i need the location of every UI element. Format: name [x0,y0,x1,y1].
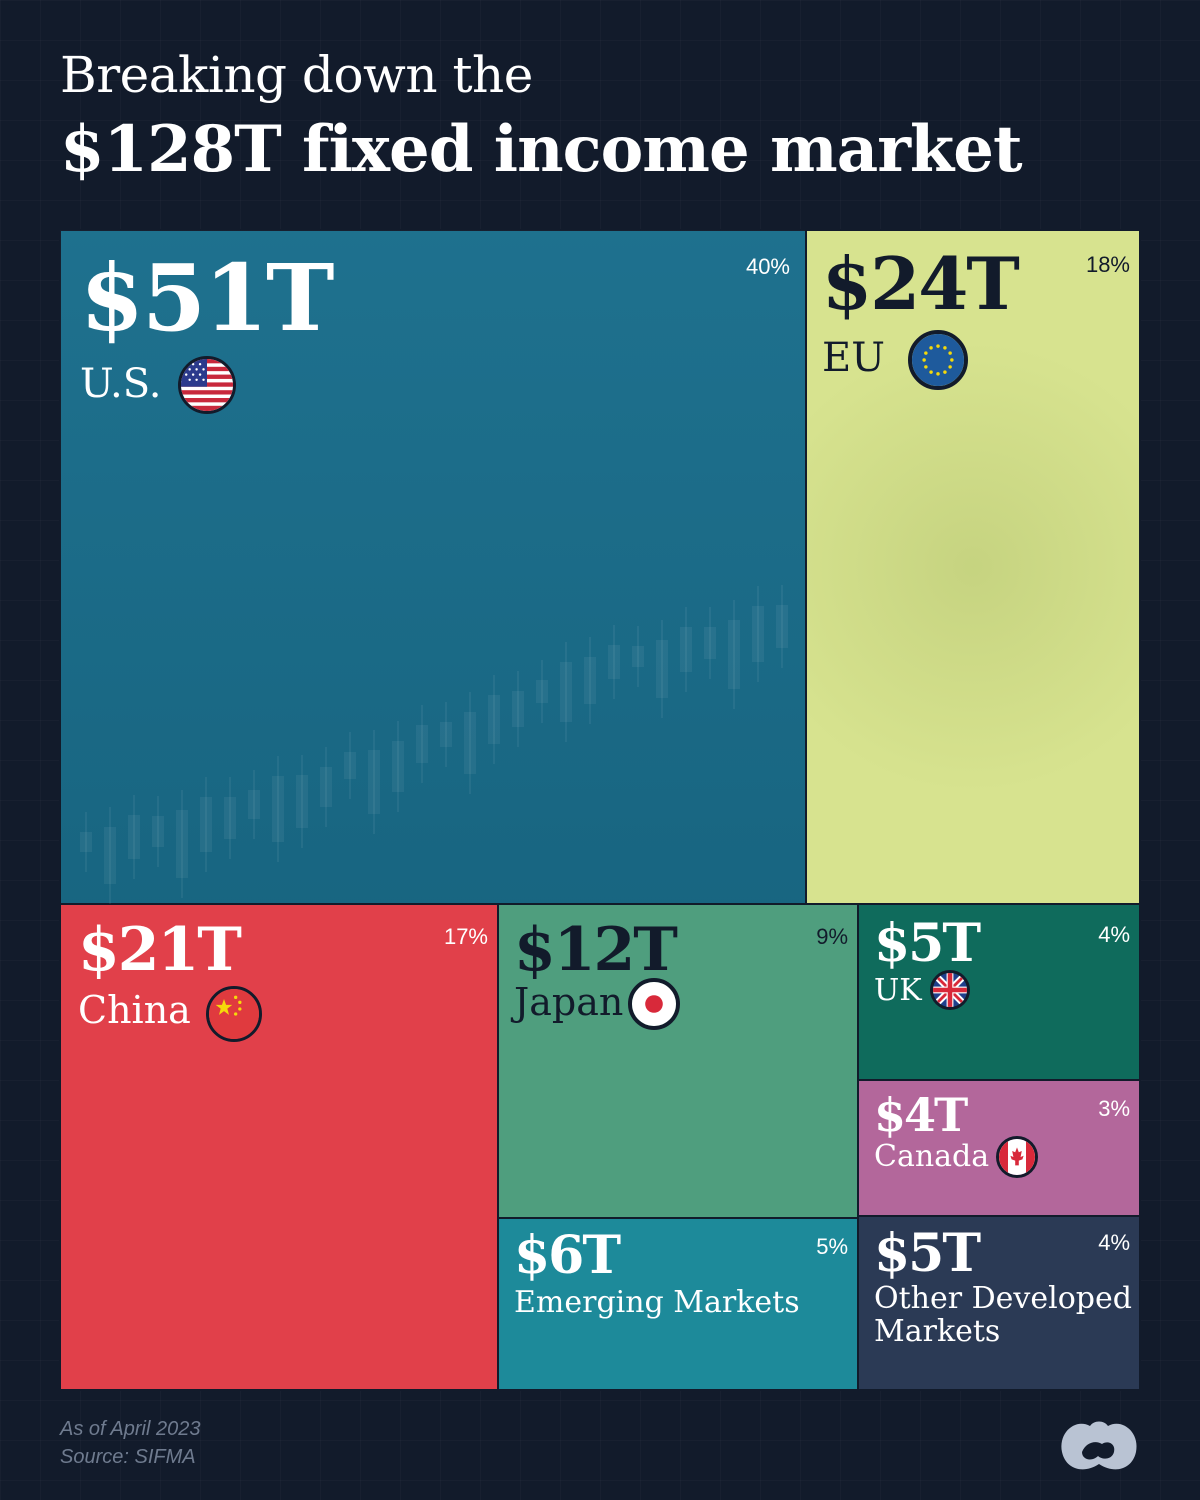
tile-uk-name: UK [874,973,922,1008]
tile-japan-value: $12T [514,915,678,985]
china-flag-icon [206,986,262,1042]
tile-eu: $24T EU 18% [805,229,1141,905]
us-flag-icon [178,356,236,414]
footer-date: As of April 2023 [60,1418,201,1440]
tile-uk-percent: 4% [1098,922,1130,947]
tile-japan-name: Japan [514,980,624,1024]
uk-flag-icon [930,970,970,1010]
tile-other-developed-markets-name: Other Developed Markets [874,1281,1132,1349]
tile-china: $21T China 17% [59,903,499,1391]
tile-canada: $4T Canada 3% [857,1079,1141,1217]
tile-other-developed-markets: $5T Other Developed Markets 4% [857,1215,1141,1391]
tile-emerging-markets: $6T Emerging Markets 5% [497,1217,859,1391]
tile-japan: $12T Japan 9% [497,903,859,1219]
title-line-1: Breaking down the [60,46,533,104]
footer-source: Source: SIFMA [60,1446,196,1468]
tile-canada-name: Canada [874,1139,990,1174]
tile-uk: $5T UK 4% [857,903,1141,1081]
tile-other-developed-markets-value: $5T [874,1223,981,1284]
tile-other-developed-markets-percent: 4% [1098,1230,1130,1255]
tile-eu-name: EU [822,335,885,381]
tile-china-value: $21T [78,915,242,985]
canada-flag-icon [996,1136,1038,1178]
japan-flag-icon [628,978,680,1030]
tile-emerging-markets-percent: 5% [816,1234,848,1259]
tile-japan-percent: 9% [816,924,848,949]
tile-eu-percent: 18% [1085,252,1130,277]
tile-us-name: U.S. [80,361,162,407]
tile-emerging-markets-value: $6T [514,1225,621,1286]
title-line-2: $128T fixed income market [60,112,1023,187]
tile-canada-percent: 3% [1098,1096,1130,1121]
tile-emerging-markets-name: Emerging Markets [514,1285,800,1320]
tile-uk-value: $5T [874,913,981,974]
tile-us-percent: 40% [745,254,790,279]
tile-china-percent: 17% [443,924,488,949]
tile-us-value: $51T [80,244,335,352]
tile-eu-value: $24T [822,241,1020,326]
eu-flag-icon [908,330,968,390]
treemap-chart: $51T U.S. 40% [59,229,1141,1391]
tile-china-name: China [78,988,191,1032]
tile-us: $51T U.S. 40% [59,229,807,905]
visual-capitalist-logo-icon [1056,1412,1142,1476]
tile-canada-value: $4T [874,1088,968,1142]
